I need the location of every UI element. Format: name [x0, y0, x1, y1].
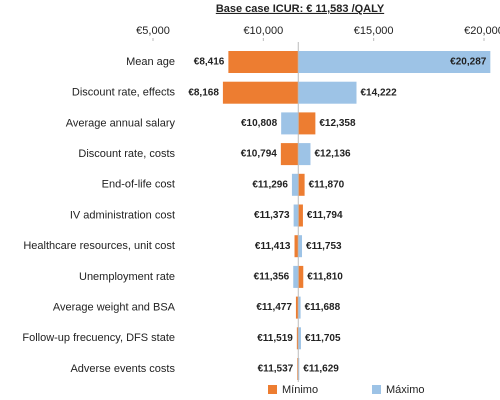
value-label: €11,413: [255, 241, 291, 252]
bar: [298, 235, 303, 258]
category-label: Average annual salary: [66, 117, 176, 129]
value-label: €11,356: [254, 272, 290, 283]
value-label: €11,688: [305, 302, 341, 313]
value-label: €10,808: [241, 118, 278, 129]
bar: [291, 173, 299, 196]
value-label: €12,136: [314, 149, 351, 160]
bar: [280, 143, 299, 166]
category-label: IV administration cost: [70, 209, 175, 221]
bar: [298, 327, 301, 350]
bar: [293, 204, 299, 227]
value-label: €12,358: [319, 118, 356, 129]
category-label: Unemployment rate: [79, 271, 175, 283]
bar: [298, 112, 316, 135]
bar: [298, 358, 300, 380]
category-label: Adverse events costs: [70, 363, 175, 375]
bar: [295, 296, 299, 319]
bar: [294, 235, 299, 258]
legend-swatch: [268, 385, 277, 394]
value-label: €11,870: [309, 179, 345, 190]
category-label: Mean age: [126, 56, 175, 68]
value-label: €8,168: [188, 87, 219, 98]
value-label: €10,794: [241, 149, 278, 160]
value-label: €11,810: [307, 272, 343, 283]
bar: [281, 112, 299, 135]
value-label: €11,296: [252, 179, 288, 190]
value-label: €11,537: [258, 364, 294, 375]
bar: [222, 81, 299, 104]
category-label: End-of-life cost: [102, 179, 175, 191]
bar: [298, 265, 304, 288]
bar: [296, 327, 299, 350]
value-label: €11,705: [305, 333, 341, 344]
bar: [297, 358, 299, 380]
legend-swatch: [372, 385, 381, 394]
legend-label: Máximo: [386, 384, 425, 396]
value-label: €14,222: [360, 87, 397, 98]
category-label: Follow-up frecuency, DFS state: [22, 332, 175, 344]
bar: [298, 51, 491, 73]
category-label: Average weight and BSA: [53, 302, 176, 314]
x-tick-label: €20,000: [464, 25, 500, 37]
x-tick-label: €15,000: [354, 25, 394, 37]
bar: [298, 143, 311, 166]
x-tick-label: €10,000: [243, 25, 283, 37]
value-label: €11,373: [254, 210, 290, 221]
bar: [298, 81, 357, 104]
category-label: Discount rate, effects: [72, 87, 176, 99]
value-label: €11,519: [257, 333, 293, 344]
x-tick-label: €5,000: [136, 25, 170, 37]
category-label: Healthcare resources, unit cost: [23, 240, 175, 252]
bar: [298, 173, 305, 196]
bar: [298, 204, 303, 227]
value-label: €11,629: [303, 364, 339, 375]
bar: [228, 51, 299, 73]
chart-title: Base case ICUR: € 11,583 /QALY: [216, 3, 385, 15]
value-label: €11,753: [306, 241, 342, 252]
value-label: €20,287: [450, 57, 487, 68]
bar: [298, 296, 301, 319]
value-label: €11,477: [256, 302, 292, 313]
category-label: Discount rate, costs: [78, 148, 175, 160]
value-label: €11,794: [307, 210, 343, 221]
legend-label: Mínimo: [282, 384, 318, 396]
bar: [293, 265, 299, 288]
value-label: €8,416: [194, 57, 225, 68]
